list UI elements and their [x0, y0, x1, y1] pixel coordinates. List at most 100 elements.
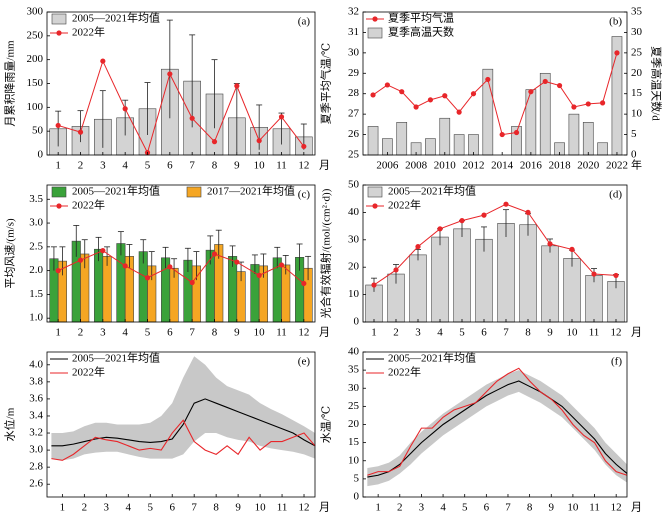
bar	[497, 223, 515, 323]
y-tick-label: 2.0	[29, 264, 43, 276]
point	[585, 101, 591, 107]
x-tick-label: 8	[213, 502, 219, 514]
y-tick-label: 2.6	[29, 478, 43, 490]
legend-label: 2005—2021年均值	[388, 351, 476, 365]
point	[399, 89, 405, 95]
x-tick-label: 9	[234, 160, 240, 172]
point	[556, 82, 563, 89]
point	[189, 115, 195, 121]
panel-label: (f)	[611, 356, 622, 368]
y-tick-label: 150	[27, 77, 44, 89]
point	[571, 104, 577, 110]
y-tick-label: 250	[27, 29, 44, 41]
y-tick-label: 27	[348, 108, 360, 120]
y-tick-label: 35	[631, 6, 643, 18]
y-tick-label: 29	[348, 67, 360, 79]
legend-marker	[56, 203, 62, 209]
y-tick-label: 1.0	[29, 312, 43, 324]
x-tick-label: 10	[567, 327, 579, 339]
bar	[453, 134, 465, 156]
legend-label: 2005—2021年均值	[72, 351, 160, 365]
x-tick-label: 7	[189, 327, 195, 339]
point	[234, 259, 240, 265]
y-tick-label: 3.0	[29, 217, 43, 229]
x-tick-label: 12	[611, 327, 622, 339]
x-tick-label: 2022	[606, 160, 628, 172]
point	[100, 58, 106, 64]
y-tick-label: 20	[631, 67, 643, 79]
y-tick-label: 40	[348, 206, 360, 218]
panel: 2.62.83.03.23.43.63.84.01 2 3 4 5 6 7 8 9 10 11 12 月…	[3, 351, 330, 514]
x-tick-label: 10	[254, 327, 266, 339]
x-axis-label: 月	[319, 160, 330, 172]
y2-axis-label: 夏季高温天数/d	[649, 46, 663, 121]
x-tick-label: 8	[212, 327, 218, 339]
panel-label: (a)	[298, 16, 311, 28]
line	[51, 419, 316, 461]
y-tick-label: 25	[348, 400, 360, 412]
y-tick-label: 100	[27, 101, 44, 113]
bar	[431, 236, 449, 323]
point	[542, 78, 548, 85]
point	[485, 76, 491, 83]
x-tick-label: 3	[100, 160, 106, 172]
bar	[425, 138, 436, 156]
x-tick-label: 4	[122, 327, 128, 339]
bar	[519, 224, 537, 323]
panel: 1.01.52.02.53.03.51 2 3 4 5 6 7 8 9 10 11 12 月平均风速/(…	[4, 184, 330, 339]
x-tick-label: 6	[169, 502, 175, 514]
point	[413, 104, 419, 110]
point	[415, 244, 421, 250]
point	[613, 272, 619, 279]
x-tick-label: 7	[503, 327, 509, 339]
x-tick-label: 4	[122, 160, 128, 172]
bar	[541, 245, 559, 323]
x-tick-label: 1	[371, 327, 377, 339]
bar	[482, 68, 494, 156]
x-tick-label: 4	[126, 502, 132, 514]
legend-item: 2022年	[50, 365, 105, 379]
legend-label: 2017—2021年均值	[207, 184, 295, 198]
y-tick-label: 0	[631, 149, 637, 161]
y-tick-label: 5	[354, 472, 360, 484]
bar	[525, 89, 537, 156]
x-tick-label: 1	[55, 327, 61, 339]
y-axis-label: 平均风速/(m/s)	[4, 218, 17, 289]
x-tick-label: 9	[234, 327, 240, 339]
y-tick-label: 4.0	[29, 358, 43, 370]
y-tick-label: 20	[348, 261, 360, 273]
point	[459, 218, 465, 224]
point	[167, 71, 173, 77]
point	[256, 138, 262, 144]
point	[211, 251, 218, 257]
legend-marker	[56, 30, 62, 36]
point	[470, 91, 477, 97]
legend-swatch	[367, 186, 383, 198]
x-tick-label: 11	[589, 327, 600, 339]
y-tick-label: 10	[348, 288, 360, 300]
x-tick-label: 5	[459, 327, 465, 339]
point	[189, 279, 195, 286]
x-tick-label: 12	[298, 327, 309, 339]
point	[600, 100, 606, 106]
legend-label: 2022年	[72, 198, 105, 212]
plot-frame	[362, 184, 628, 323]
y-tick-label: 50	[348, 179, 360, 191]
line	[367, 367, 628, 476]
y-tick-label: 3.4	[29, 410, 43, 422]
bar	[539, 72, 551, 156]
y-tick-label: 30	[348, 233, 360, 245]
y-tick-label: 30	[348, 46, 360, 58]
x-axis-label: 月	[319, 502, 330, 514]
x-tick-label: 6	[167, 160, 173, 172]
y-tick-label: 40	[348, 346, 360, 358]
x-tick-label: 8	[212, 160, 218, 172]
x-tick-label: 2008	[405, 160, 428, 172]
panel-label: (c)	[298, 189, 311, 201]
bar	[102, 256, 112, 323]
point	[278, 262, 285, 268]
bar	[597, 142, 608, 156]
point	[481, 212, 487, 218]
band	[51, 356, 316, 461]
